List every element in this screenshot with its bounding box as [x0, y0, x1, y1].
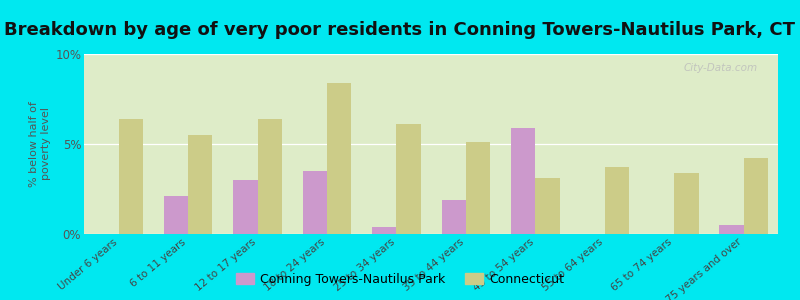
Bar [719, 225, 744, 234]
Y-axis label: % below half of
poverty level: % below half of poverty level [30, 101, 51, 187]
Bar [372, 227, 397, 234]
Bar [188, 135, 213, 234]
Bar [466, 142, 490, 234]
Text: City-Data.com: City-Data.com [683, 63, 758, 73]
Bar [535, 178, 560, 234]
Bar [327, 83, 351, 234]
Bar [164, 196, 188, 234]
Bar [234, 180, 258, 234]
Text: Breakdown by age of very poor residents in Conning Towers-Nautilus Park, CT: Breakdown by age of very poor residents … [5, 21, 795, 39]
Bar [302, 171, 327, 234]
Bar [511, 128, 535, 234]
Bar [258, 119, 282, 234]
Bar [442, 200, 466, 234]
Legend: Conning Towers-Nautilus Park, Connecticut: Conning Towers-Nautilus Park, Connecticu… [230, 268, 570, 291]
Bar [674, 173, 698, 234]
Bar [397, 124, 421, 234]
Bar [118, 119, 143, 234]
Bar [744, 158, 768, 234]
Bar [605, 167, 629, 234]
